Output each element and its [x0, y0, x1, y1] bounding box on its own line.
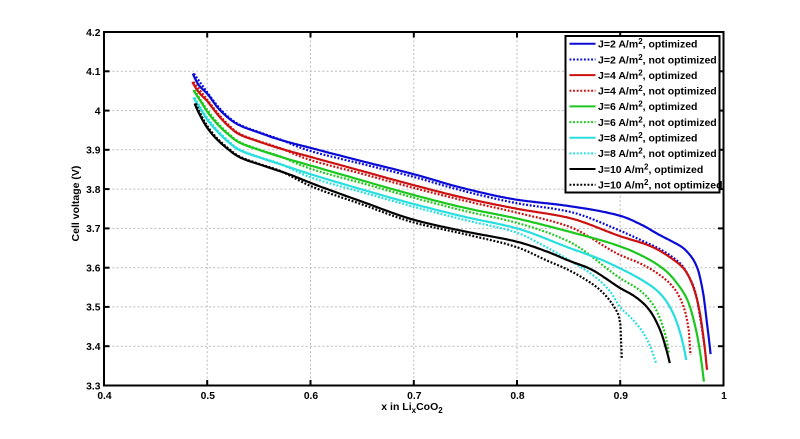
svg-text:0.8: 0.8 [510, 391, 525, 402]
svg-text:J=4 A/m2, not optimized: J=4 A/m2, not optimized [598, 84, 717, 98]
svg-text:x in LixCoO2: x in LixCoO2 [381, 401, 443, 415]
svg-text:4.1: 4.1 [86, 67, 101, 78]
svg-text:J=10 A/m2, optimized: J=10 A/m2, optimized [598, 162, 703, 176]
svg-text:3.5: 3.5 [86, 303, 101, 314]
svg-text:3.6: 3.6 [86, 264, 101, 275]
svg-text:3.9: 3.9 [86, 146, 101, 157]
svg-text:3.7: 3.7 [86, 224, 101, 235]
svg-text:J=6 A/m2, not optimized: J=6 A/m2, not optimized [598, 115, 717, 128]
svg-text:J=4 A/m2, optimized: J=4 A/m2, optimized [598, 68, 697, 82]
svg-text:0.9: 0.9 [614, 391, 629, 402]
svg-text:3.4: 3.4 [86, 342, 101, 353]
svg-text:1: 1 [721, 391, 727, 402]
svg-text:J=2 A/m2, not optimized: J=2 A/m2, not optimized [598, 53, 717, 67]
svg-text:4.2: 4.2 [86, 28, 101, 39]
svg-text:4: 4 [95, 106, 101, 117]
svg-text:0.7: 0.7 [407, 391, 422, 402]
svg-text:3.8: 3.8 [86, 185, 101, 196]
svg-text:0.4: 0.4 [97, 391, 112, 402]
svg-text:3.3: 3.3 [86, 381, 101, 392]
svg-text:0.5: 0.5 [201, 391, 216, 402]
svg-text:J=10 A/m2, not optimized: J=10 A/m2, not optimized [598, 178, 723, 192]
svg-text:0.6: 0.6 [304, 391, 319, 402]
svg-text:J=8 A/m2, not optimized: J=8 A/m2, not optimized [598, 147, 717, 161]
svg-text:J=6 A/m2, optimized: J=6 A/m2, optimized [598, 100, 697, 114]
svg-text:J=8 A/m2, optimized: J=8 A/m2, optimized [598, 131, 697, 145]
svg-text:Cell voltage (V): Cell voltage (V) [70, 166, 82, 242]
svg-text:J=2 A/m2, optimized: J=2 A/m2, optimized [598, 37, 697, 51]
